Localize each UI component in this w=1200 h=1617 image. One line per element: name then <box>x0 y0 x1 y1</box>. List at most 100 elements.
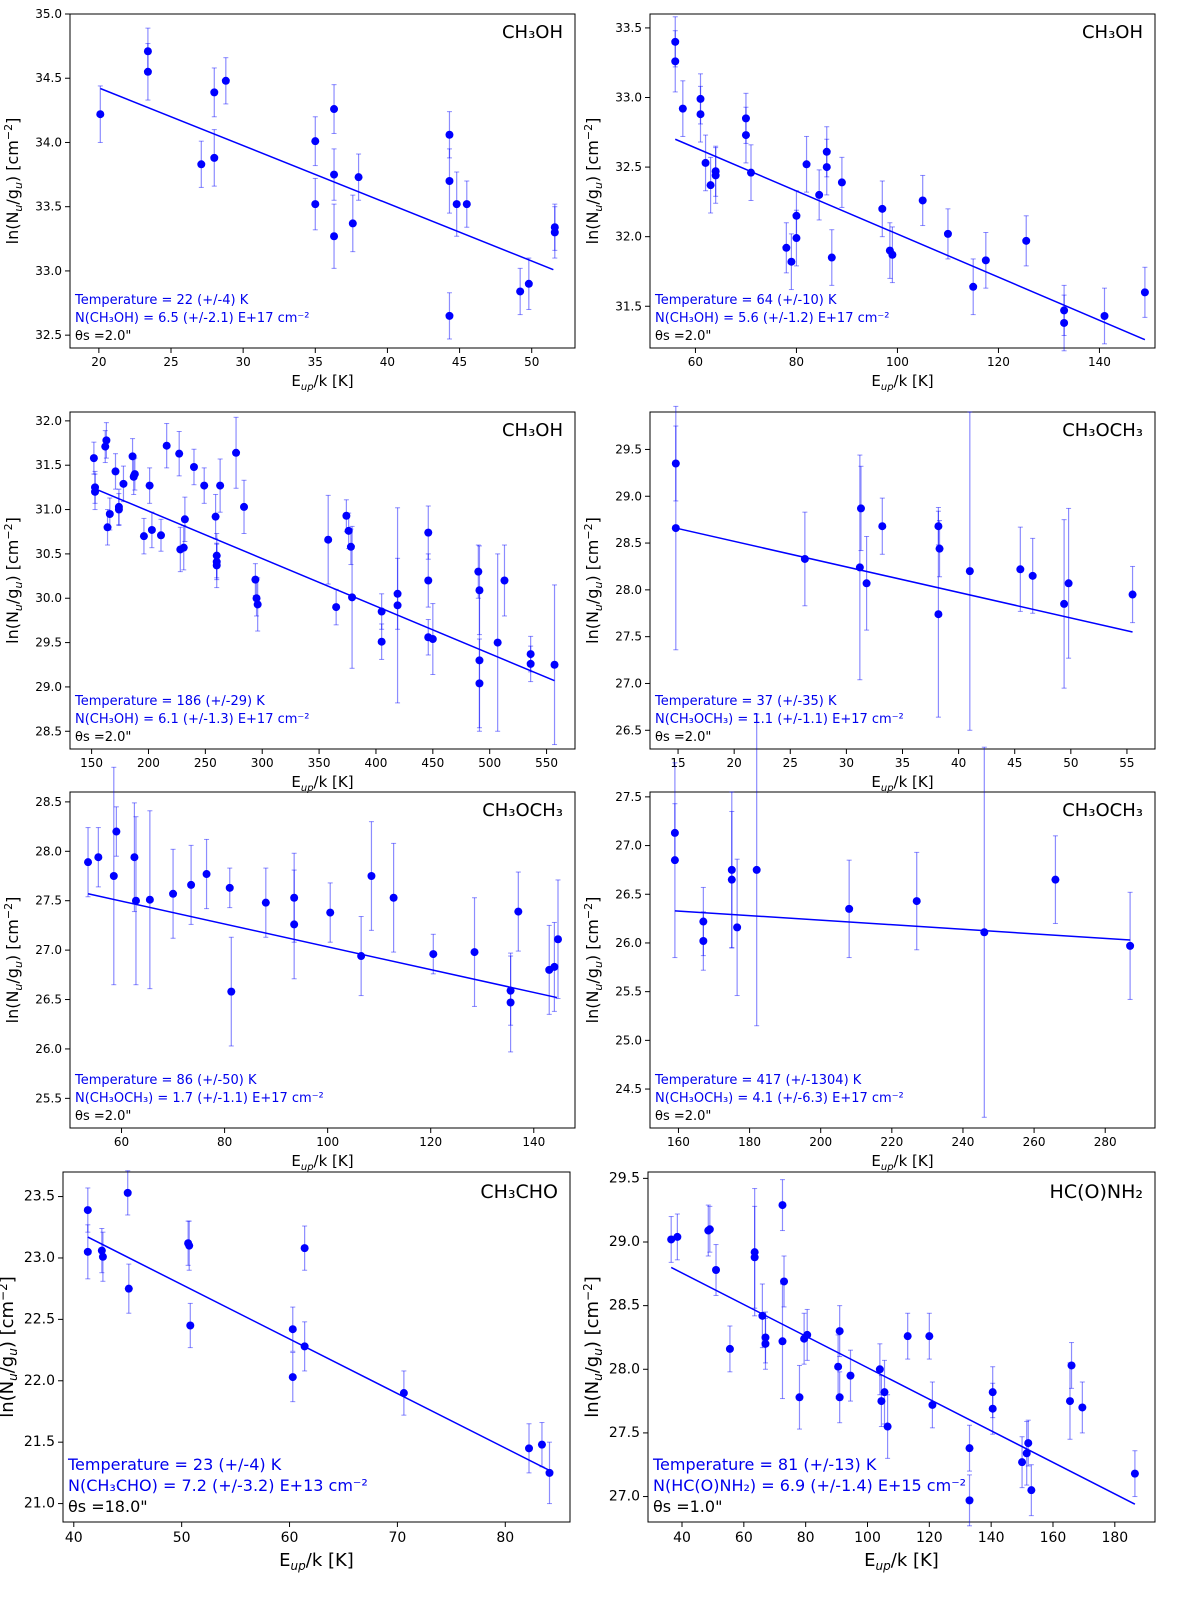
data-point <box>210 153 219 162</box>
data-point <box>367 872 376 880</box>
x-tick-label: 40 <box>951 756 966 770</box>
data-point <box>128 452 137 461</box>
y-axis-label: ln(Nu/gu) [cm−2] <box>2 897 25 1024</box>
data-point <box>827 253 836 262</box>
column-density-text: N(CH₃OCH₃) = 1.7 (+/-1.1) E+17 cm⁻² <box>75 1091 324 1106</box>
x-tick-label: 280 <box>1094 1135 1117 1149</box>
chart-panel-7: 40 50 60 70 80 21.0 21.5 22.0 22.5 23.0 23.5 Eup/k … <box>0 1170 571 1573</box>
molecule-title: CH₃OH <box>1082 22 1143 43</box>
x-tick-label: 150 <box>80 756 103 770</box>
data-point <box>792 211 801 220</box>
data-point <box>169 889 178 898</box>
x-tick-label: 80 <box>217 1135 232 1149</box>
data-point <box>880 1388 889 1397</box>
y-tick-label: 27.0 <box>615 839 642 853</box>
data-point <box>671 524 680 533</box>
data-point <box>696 110 705 119</box>
y-tick-label: 33.0 <box>615 91 642 105</box>
data-point <box>225 883 234 892</box>
x-tick-label: 30 <box>839 756 854 770</box>
molecule-title: HC(O)NH₂ <box>1050 1181 1143 1203</box>
data-point <box>475 656 484 665</box>
chart-panel-1: 20 25 30 35 40 45 50 32.5 33.0 33.5 34.0 34.5 35.0 Eu… <box>2 7 576 393</box>
x-tick-label: 160 <box>667 1135 690 1149</box>
y-tick-label: 29.0 <box>35 680 62 694</box>
data-point <box>925 1332 934 1341</box>
x-tick-label: 200 <box>809 1135 832 1149</box>
data-point <box>835 1393 844 1402</box>
x-tick-label: 25 <box>783 756 798 770</box>
data-point <box>332 603 341 612</box>
data-point <box>733 923 742 932</box>
data-point <box>429 950 438 959</box>
column-density-text: N(HC(O)NH₂) = 6.9 (+/-1.4) E+15 cm⁻² <box>653 1476 966 1495</box>
data-point <box>747 168 755 177</box>
temperature-text: Temperature = 23 (+/-4) K <box>67 1455 282 1474</box>
data-point <box>1067 1361 1076 1370</box>
data-point <box>741 131 750 140</box>
data-point <box>758 1311 767 1320</box>
temperature-text: Temperature = 64 (+/-10) K <box>654 293 837 308</box>
data-point <box>965 1444 974 1453</box>
data-point <box>943 229 952 238</box>
data-point <box>288 1373 297 1382</box>
data-point <box>903 1332 912 1341</box>
data-point <box>778 1201 787 1210</box>
data-point <box>445 311 454 320</box>
y-tick-label: 32.5 <box>615 160 642 174</box>
y-tick-label: 25.0 <box>615 1033 642 1047</box>
data-point <box>667 1235 676 1244</box>
column-density-text: N(CH₃OH) = 6.5 (+/-2.1) E+17 cm⁻² <box>75 311 309 326</box>
column-density-text: N(CH₃OH) = 5.6 (+/-1.2) E+17 cm⁻² <box>655 311 889 326</box>
data-point <box>795 1393 804 1402</box>
y-tick-label: 31.5 <box>35 458 62 472</box>
data-point <box>550 228 559 237</box>
data-point <box>342 511 351 520</box>
data-point <box>965 567 974 576</box>
data-point <box>105 509 114 518</box>
data-point <box>1024 1439 1033 1448</box>
data-point <box>111 467 120 476</box>
data-point <box>1022 236 1031 245</box>
data-point <box>357 952 366 961</box>
x-tick-label: 55 <box>1119 756 1134 770</box>
data-point <box>725 1344 734 1353</box>
source-size-text: θs =2.0" <box>75 1109 131 1124</box>
data-point <box>1028 571 1037 580</box>
data-point <box>928 1400 937 1409</box>
data-point <box>452 200 461 209</box>
fit-line <box>87 893 558 999</box>
y-tick-label: 27.5 <box>35 894 62 908</box>
x-tick-label: 140 <box>978 1530 1005 1546</box>
column-density-text: N(CH₃OCH₃) = 1.1 (+/-1.1) E+17 cm⁻² <box>655 712 904 727</box>
y-tick-label: 24.5 <box>615 1082 642 1096</box>
y-tick-label: 28.5 <box>609 1298 640 1314</box>
data-point <box>143 47 152 56</box>
source-size-text: θs =2.0" <box>75 730 131 745</box>
y-tick-label: 26.5 <box>615 723 642 737</box>
y-tick-label: 29.5 <box>615 442 642 456</box>
data-point <box>290 920 299 929</box>
data-point <box>988 1404 997 1413</box>
data-point <box>934 522 943 531</box>
y-tick-label: 28.0 <box>35 844 62 858</box>
data-point <box>424 528 433 537</box>
data-point <box>550 962 559 971</box>
y-tick-label: 30.5 <box>35 547 62 561</box>
data-point <box>212 551 221 560</box>
data-point <box>185 1241 194 1250</box>
y-tick-label: 27.5 <box>615 790 642 804</box>
data-point <box>822 163 831 172</box>
data-point <box>84 858 93 867</box>
data-point <box>862 579 871 588</box>
data-point <box>981 256 990 265</box>
data-point <box>525 1444 534 1453</box>
plot-frame <box>62 1171 571 1523</box>
data-point <box>500 576 509 585</box>
data-point <box>787 257 796 266</box>
data-point <box>428 635 437 644</box>
data-point <box>474 567 483 576</box>
data-point <box>197 160 206 169</box>
data-point <box>445 177 454 185</box>
data-point <box>393 601 402 610</box>
